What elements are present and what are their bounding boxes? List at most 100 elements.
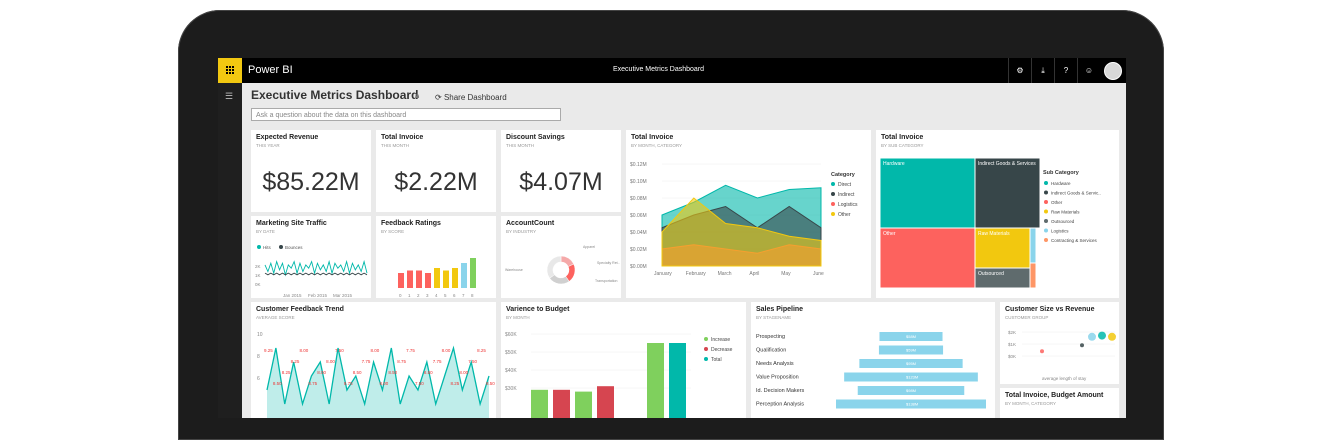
x-tick-label: 1 — [408, 293, 411, 298]
tile-expected-revenue[interactable]: Expected Revenue THIS YEAR $85.22M — [251, 130, 371, 212]
series-line — [264, 259, 368, 277]
legend-swatch — [1044, 219, 1048, 223]
smiley-icon[interactable]: ☺ — [1077, 58, 1100, 83]
tile-subtitle: BY MONTH, CATEGORY — [1005, 401, 1057, 406]
tile-variance-budget[interactable]: Varience to Budget BY MONTH $60K $50K $40K… — [501, 302, 746, 418]
scatter-point — [1098, 331, 1106, 340]
data-label: 7.50 — [415, 381, 424, 386]
legend-label: Direct — [838, 182, 852, 188]
y-tick-label: $0.00M — [630, 264, 647, 270]
tile-customer-size[interactable]: Customer Size vs Revenue CUSTOMER GROUP … — [1000, 302, 1119, 384]
tile-title: Total Invoice — [881, 134, 924, 141]
y-tick-label: $0.10M — [630, 179, 647, 185]
stage-label: Needs Analysis — [756, 361, 794, 367]
x-tick-label: 4 — [435, 293, 438, 298]
tile-discount-savings[interactable]: Discount Savings THIS MONTH $4.07M — [501, 130, 621, 212]
download-icon[interactable]: ⤓ — [1031, 58, 1054, 83]
slice-label: Specialty Ret.. — [597, 261, 620, 265]
ratings-chart: 0 1 2 3 4 5 6 7 8 — [398, 258, 476, 298]
value-label: $95M — [906, 361, 916, 366]
legend-label: Other — [838, 212, 851, 218]
tile-total-invoice-month[interactable]: Total Invoice THIS MONTH $2.22M — [376, 130, 496, 212]
x-tick-label: Feb 2015 — [308, 293, 328, 298]
data-label: 7.50 — [335, 348, 344, 353]
app-launcher-icon[interactable] — [218, 58, 242, 83]
data-label: 8.75 — [308, 381, 317, 386]
funnel-bar — [836, 399, 986, 409]
tile-marketing-traffic[interactable]: Marketing Site Traffic BY DATE Hits Bounc… — [251, 216, 371, 298]
data-label: 8.50 — [273, 381, 282, 386]
page-title: Executive Metrics Dashboard — [251, 88, 419, 102]
tile-title: Marketing Site Traffic — [256, 220, 327, 227]
data-label: 8.50 — [388, 370, 397, 375]
share-icon: ⟳ — [435, 93, 444, 102]
y-tick-label: 6 — [257, 376, 260, 382]
data-label: 8.75 — [397, 359, 406, 364]
tile-feedback-ratings[interactable]: Feedback Ratings BY SCORE 0 1 2 3 4 5 6 7 8 — [376, 216, 496, 298]
qa-input[interactable]: Ask a question about the data on this da… — [251, 108, 561, 121]
funnel-bar — [859, 359, 963, 368]
x-tick-label: 6 — [453, 293, 456, 298]
stage-label: Id. Decision Makers — [756, 388, 805, 394]
app-name[interactable]: Power BI — [248, 64, 293, 76]
data-label: 7.75 — [406, 348, 415, 353]
tile-sales-pipeline[interactable]: Sales Pipeline BY STAGENAME Prospecting $… — [751, 302, 995, 418]
avatar[interactable] — [1104, 61, 1122, 80]
kpi-value: $2.22M — [394, 168, 478, 196]
tile-invoice-by-subcat[interactable]: Total Invoice BY SUB CATEGORY Hardware Ot… — [876, 130, 1119, 298]
kpi-value: $4.07M — [519, 168, 603, 196]
traffic-chart: Hits Bounces 2K 1K 0K Jan 2015 Feb 2015 Mar 201… — [255, 245, 368, 298]
legend-swatch — [1044, 200, 1048, 204]
tile-account-count[interactable]: AccountCount BY INDUSTRY Apparel Specialt… — [501, 216, 621, 298]
data-label: 8.50 — [353, 370, 362, 375]
bar — [398, 273, 404, 288]
x-tick-label: 0 — [399, 293, 402, 298]
series-line — [264, 272, 368, 276]
y-tick-label: $0K — [1008, 354, 1016, 359]
hamburger-icon[interactable]: ☰ — [225, 91, 234, 101]
x-tick-label: May — [781, 271, 791, 277]
legend-title: Sub Category — [1043, 170, 1080, 176]
tile-feedback-trend[interactable]: Customer Feedback Trend AVERAGE SCORE 10… — [251, 302, 496, 418]
scatter-point — [1088, 332, 1096, 341]
tile-subtitle: BY MONTH, CATEGORY — [631, 143, 683, 148]
treemap-cell — [1029, 227, 1037, 264]
tile-subtitle: BY SUB CATEGORY — [881, 143, 924, 148]
legend-swatch — [831, 182, 835, 186]
variance-chart: $60K $50K $40K $30K Increase Decrease Total — [505, 332, 733, 418]
stage-label: Prospecting — [756, 334, 785, 340]
tile-invoice-budget[interactable]: Total Invoice, Budget Amount BY MONTH, C… — [1000, 388, 1119, 418]
gear-icon[interactable]: ⚙ — [1008, 58, 1031, 83]
tile-title: Discount Savings — [506, 134, 565, 141]
stage-label: Value Proposition — [756, 375, 799, 381]
x-tick-label: April — [749, 271, 759, 277]
tile-subtitle: THIS YEAR — [256, 143, 280, 148]
y-tick-label: $0.06M — [630, 213, 647, 219]
legend-swatch — [704, 337, 708, 341]
funnel-bar — [857, 386, 965, 395]
data-label: 8.00 — [326, 359, 335, 364]
donut-slice — [546, 255, 562, 279]
y-tick-label: 0K — [255, 282, 261, 287]
y-tick-label: $0.12M — [630, 162, 647, 168]
x-tick-label: Jan 2015 — [283, 293, 302, 298]
legend-label: Hardware — [1051, 181, 1071, 186]
y-tick-label: $60K — [505, 332, 517, 338]
tile-title: Varience to Budget — [506, 306, 570, 313]
legend-label: Logistics — [1051, 229, 1069, 234]
funnel-bar — [879, 332, 943, 341]
legend-swatch — [1044, 181, 1048, 185]
share-dashboard-button[interactable]: ⟳ Share Dashboard — [435, 93, 507, 102]
legend-swatch — [1044, 238, 1048, 242]
share-label: Share Dashboard — [443, 93, 507, 102]
value-label: $138M — [906, 402, 918, 407]
x-tick-label: 7 — [462, 293, 465, 298]
x-tick-label: February — [686, 271, 707, 277]
bar — [669, 343, 686, 418]
legend-swatch — [831, 202, 835, 206]
tile-subtitle: CUSTOMER GROUP — [1005, 315, 1049, 320]
help-icon[interactable]: ? — [1054, 58, 1077, 83]
tile-invoice-by-month[interactable]: Total Invoice BY MONTH, CATEGORY $0.12M $… — [626, 130, 871, 298]
tile-title: Expected Revenue — [256, 134, 319, 141]
value-label: $58M — [906, 334, 916, 339]
